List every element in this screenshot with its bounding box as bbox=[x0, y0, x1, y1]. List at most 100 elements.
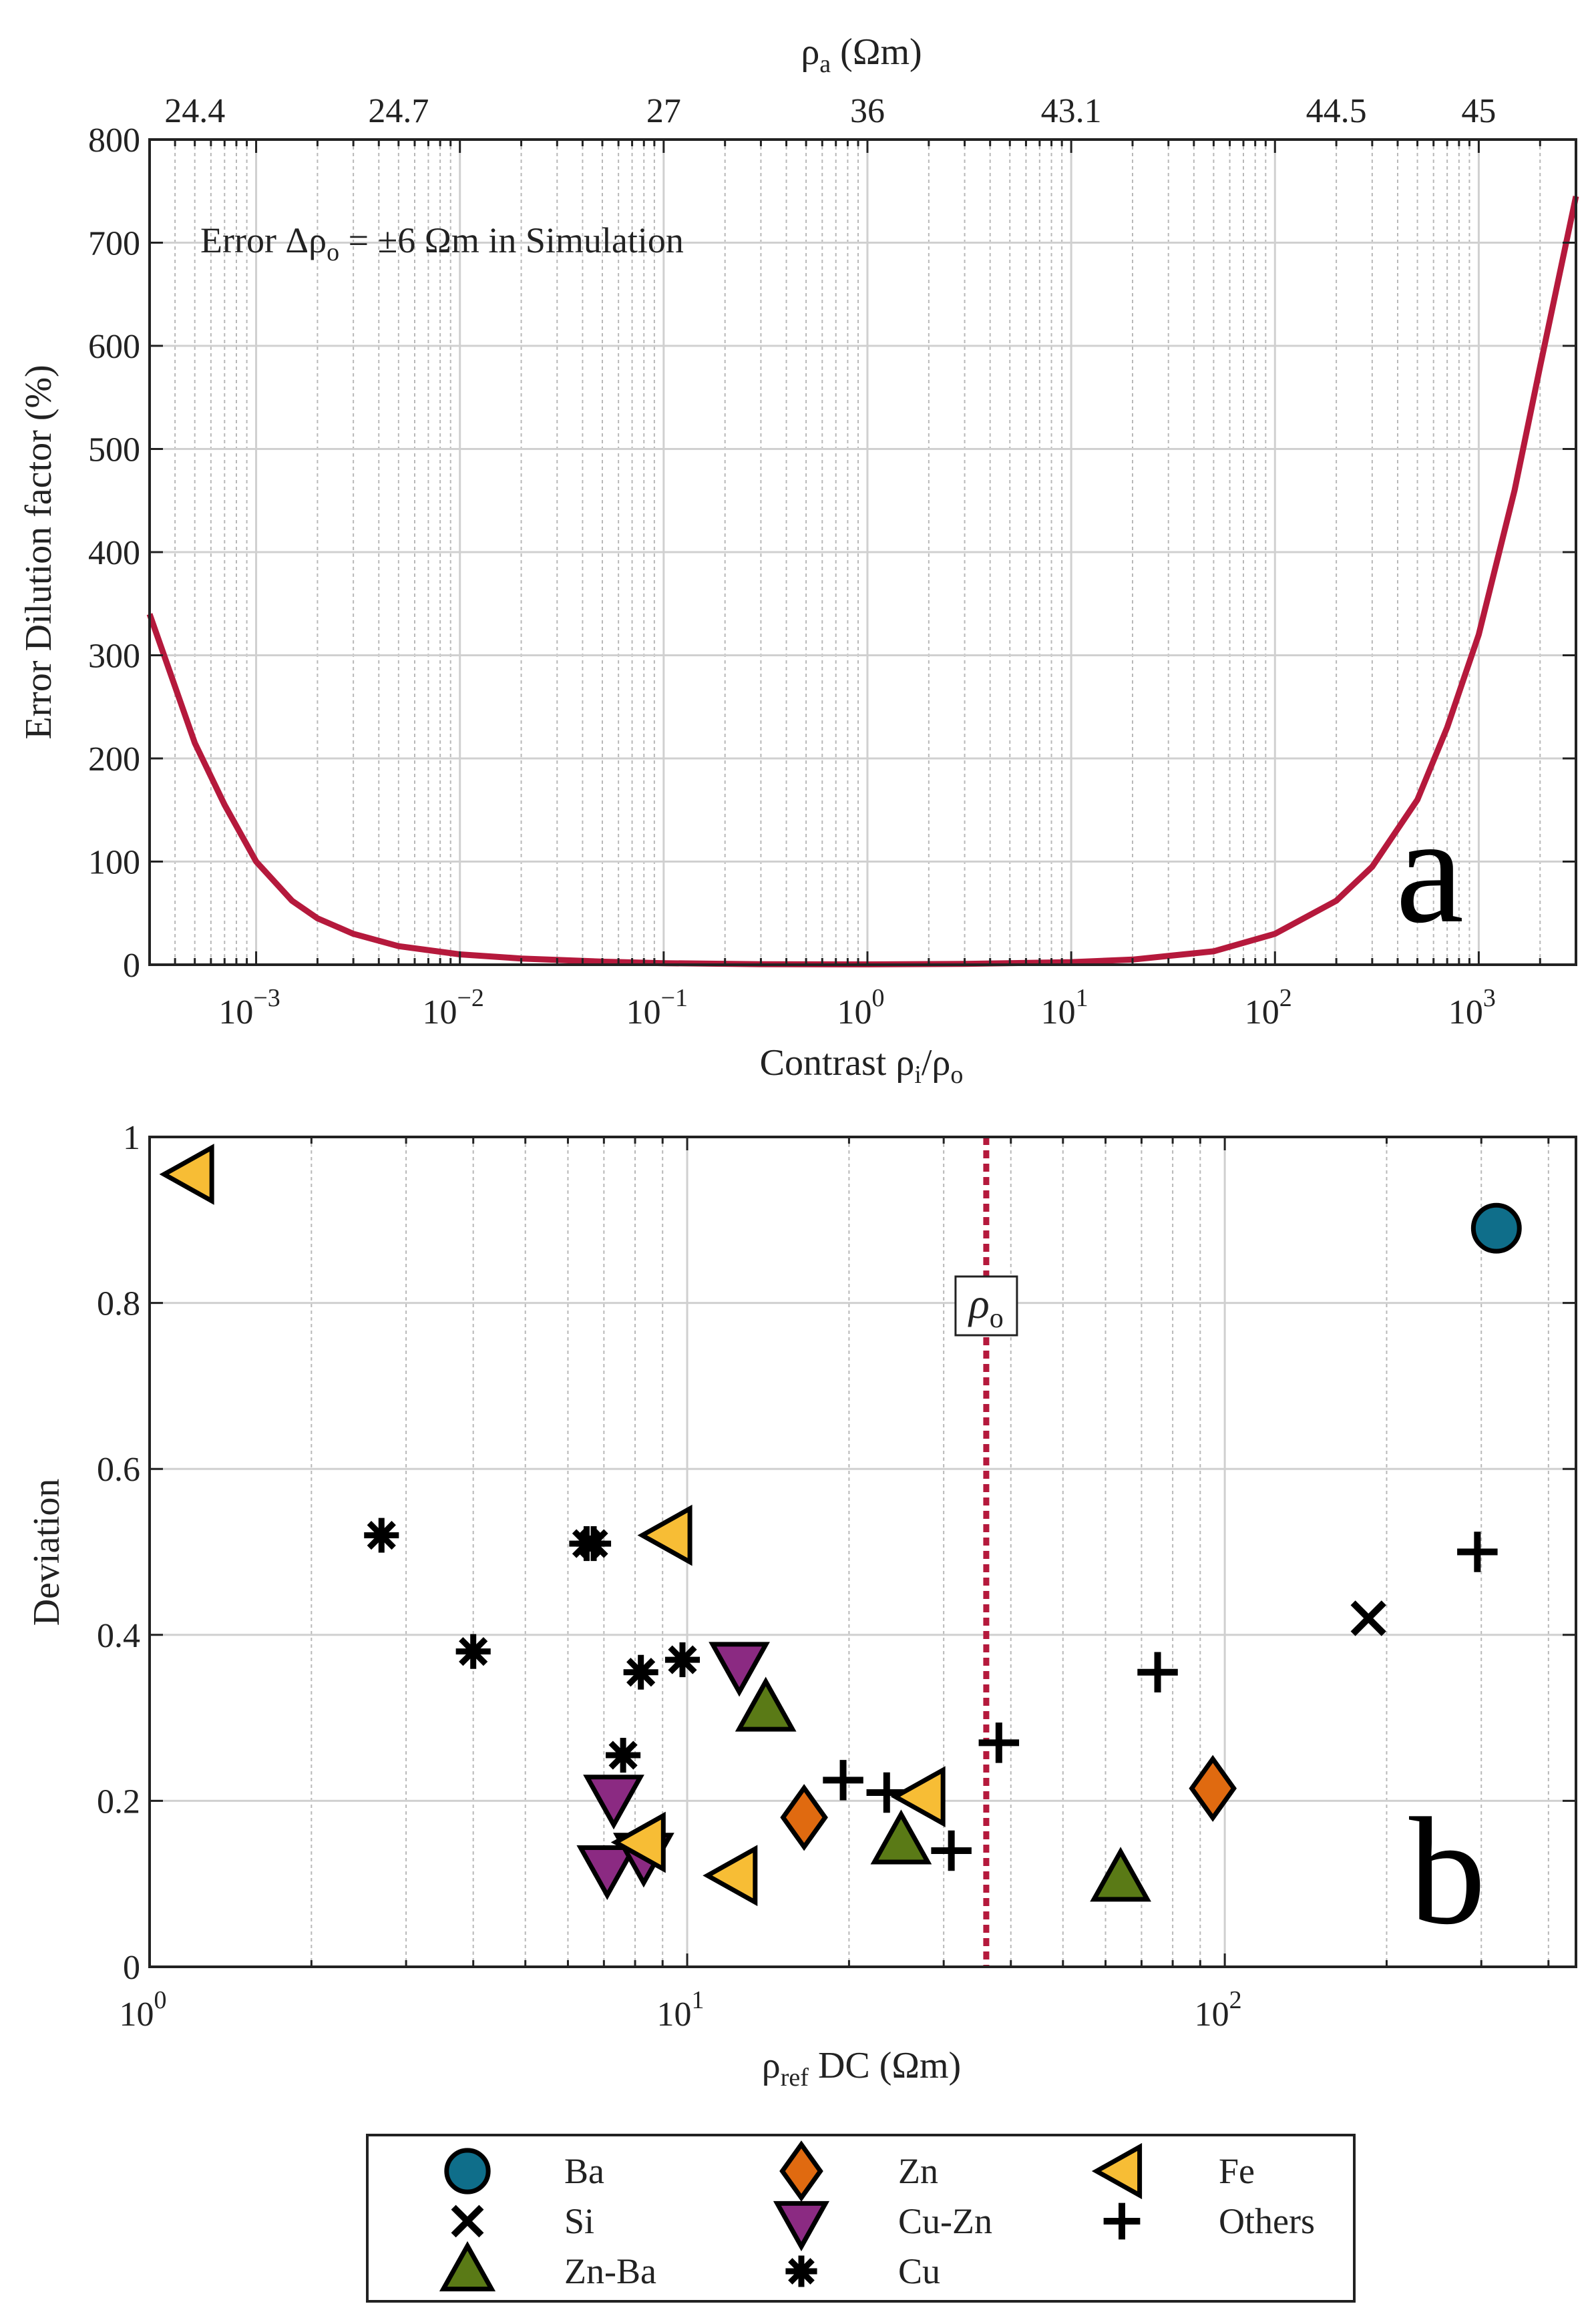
panel-a-grid bbox=[149, 138, 1577, 966]
panel-b-y-tick-label: 0 bbox=[123, 1949, 140, 1987]
legend-label: Zn bbox=[898, 2151, 938, 2191]
data-point-cu bbox=[576, 1526, 612, 1562]
legend-label: Fe bbox=[1219, 2151, 1255, 2191]
data-point-others bbox=[931, 1830, 972, 1871]
panel-a-y-tick-label: 500 bbox=[88, 431, 140, 469]
legend-item-fe: Fe bbox=[1091, 2142, 1255, 2200]
panel-a-top-tick-label: 27 bbox=[646, 92, 681, 130]
panel-a-y-tick-label: 700 bbox=[88, 225, 140, 263]
panel-a-x-tick-label: 10−3 bbox=[218, 984, 280, 1031]
data-point-fe bbox=[637, 1504, 692, 1566]
legend-marker-cu-zn bbox=[773, 2200, 830, 2252]
data-point-cu bbox=[455, 1634, 491, 1669]
panel-b-y-axis-label: Deviation bbox=[26, 1479, 67, 1626]
panel-b-data-points bbox=[159, 1144, 1522, 1907]
data-point-zn bbox=[780, 1784, 828, 1851]
panel-b-frame bbox=[148, 1136, 1577, 1968]
panel-b-letter: b bbox=[1409, 1786, 1486, 1956]
legend-item-cu: Cu bbox=[785, 2251, 940, 2291]
panel-b-y-tick-label: 1 bbox=[123, 1119, 140, 1157]
data-point-cu bbox=[364, 1518, 399, 1553]
panel-a-chart: 0 100 200 300 400 500 600 700 800 10−3 10−2 10−1 10… bbox=[18, 31, 1579, 1089]
panel-a-y-tick-label: 100 bbox=[88, 844, 140, 882]
panel-a-y-tick-label: 0 bbox=[123, 947, 140, 985]
data-point-cu-zn bbox=[583, 1775, 644, 1830]
panel-a-top-tick-label: 24.4 bbox=[164, 92, 225, 130]
panel-b-y-tick-labels: 0 0.2 0.4 0.6 0.8 1 bbox=[97, 1119, 140, 1987]
legend-item-zn-ba: Zn-Ba bbox=[439, 2241, 656, 2292]
panel-a-top-tick-label: 45 bbox=[1461, 92, 1496, 130]
legend: Ba Zn Fe Si Cu-Zn Others Zn-Ba Cu bbox=[366, 2134, 1356, 2303]
panel-a-x-tick-label: 101 bbox=[1041, 984, 1088, 1031]
panel-a-y-tick-label: 600 bbox=[88, 328, 140, 366]
data-point-others bbox=[823, 1760, 863, 1801]
panel-b-x-tick-label: 100 bbox=[120, 1986, 167, 2034]
legend-label: Others bbox=[1219, 2201, 1315, 2241]
panel-b-y-tick-label: 0.6 bbox=[97, 1451, 140, 1489]
legend-label: Zn-Ba bbox=[564, 2251, 656, 2291]
panel-a-x-tick-label: 103 bbox=[1448, 984, 1496, 1031]
panel-a-top-tick-label: 44.5 bbox=[1306, 92, 1367, 130]
panel-a-top-tick-label: 24.7 bbox=[368, 92, 429, 130]
legend-marker-cu bbox=[785, 2255, 817, 2287]
panel-b-x-axis-label: ρref DC (Ωm) bbox=[762, 2045, 961, 2092]
svg-text:ρo: ρo bbox=[968, 1280, 1004, 1334]
data-point-cu-zn bbox=[709, 1642, 770, 1697]
panel-a-top-tick-label: 36 bbox=[850, 92, 885, 130]
data-point-ba bbox=[1470, 1202, 1522, 1254]
data-point-cu bbox=[664, 1642, 701, 1678]
panel-a-top-axis-label: ρa (Ωm) bbox=[801, 31, 922, 78]
panel-a-x-tick-label: 10−1 bbox=[626, 984, 688, 1031]
legend-item-si: Si bbox=[451, 2201, 594, 2241]
data-point-cu-zn bbox=[576, 1845, 638, 1901]
legend-item-cu-zn: Cu-Zn bbox=[773, 2200, 992, 2252]
data-point-zn-ba bbox=[870, 1809, 932, 1865]
panel-a-x-tick-label: 10−2 bbox=[422, 984, 483, 1031]
data-point-fe bbox=[703, 1845, 758, 1907]
panel-a-y-tick-label: 300 bbox=[88, 638, 140, 676]
panel-b-y-tick-label: 0.4 bbox=[97, 1617, 140, 1655]
panel-a-x-tick-labels: 10−3 10−2 10−1 100 101 102 103 bbox=[218, 984, 1496, 1031]
data-point-fe bbox=[610, 1811, 666, 1873]
error-dilution-curve bbox=[146, 196, 1579, 967]
legend-marker-si bbox=[451, 2204, 484, 2238]
panel-a-y-tick-labels: 0 100 200 300 400 500 600 700 800 bbox=[88, 122, 140, 985]
legend-item-ba: Ba bbox=[444, 2148, 604, 2194]
panel-b-x-tick-label: 101 bbox=[657, 1986, 705, 2034]
data-point-fe bbox=[890, 1766, 946, 1828]
data-point-others bbox=[1457, 1532, 1498, 1572]
legend-label: Cu bbox=[898, 2251, 940, 2291]
panel-a-y-tick-label: 800 bbox=[88, 122, 140, 160]
panel-a-y-axis-label: Error Dilution factor (%) bbox=[18, 365, 59, 739]
panel-a-x-axis-label: Contrast ρi/ρo bbox=[760, 1042, 964, 1089]
panel-b-y-tick-label: 0.8 bbox=[97, 1285, 140, 1323]
panel-a-top-tick-label: 43.1 bbox=[1041, 92, 1102, 130]
panel-a-ticks bbox=[148, 138, 1577, 966]
panel-a-x-tick-label: 100 bbox=[837, 984, 884, 1031]
legend-marker-zn bbox=[779, 2140, 823, 2202]
panel-a-top-tick-labels: 24.4 24.7 27 36 43.1 44.5 45 bbox=[164, 92, 1496, 130]
panel-a-y-tick-label: 200 bbox=[88, 740, 140, 778]
panel-a-y-tick-label: 400 bbox=[88, 534, 140, 572]
legend-label: Ba bbox=[564, 2151, 604, 2191]
panel-b-grid bbox=[148, 1136, 1576, 1968]
legend-label: Cu-Zn bbox=[898, 2201, 992, 2241]
data-point-si bbox=[1350, 1600, 1386, 1636]
legend-item-zn: Zn bbox=[779, 2140, 938, 2202]
panel-b-x-tick-label: 102 bbox=[1195, 1986, 1242, 2034]
legend-marker-ba bbox=[444, 2148, 491, 2194]
data-point-fe bbox=[159, 1144, 214, 1205]
reference-line-label: ρo bbox=[954, 1275, 1018, 1337]
legend-box bbox=[366, 2134, 1356, 2303]
panel-b-ticks bbox=[148, 1136, 1576, 1968]
legend-marker-zn-ba bbox=[439, 2241, 496, 2292]
legend-item-others: Others bbox=[1103, 2201, 1315, 2241]
panel-a-letter: a bbox=[1396, 784, 1464, 955]
data-point-zn-ba bbox=[1090, 1847, 1151, 1902]
data-point-cu bbox=[623, 1654, 658, 1690]
data-point-others bbox=[978, 1722, 1020, 1763]
panel-a-annotation: Error Δρo = ±6 Ωm in Simulation bbox=[200, 220, 684, 266]
panel-b-y-tick-label: 0.2 bbox=[97, 1783, 140, 1821]
legend-marker-fe bbox=[1091, 2142, 1143, 2200]
data-point-others bbox=[1137, 1652, 1178, 1692]
